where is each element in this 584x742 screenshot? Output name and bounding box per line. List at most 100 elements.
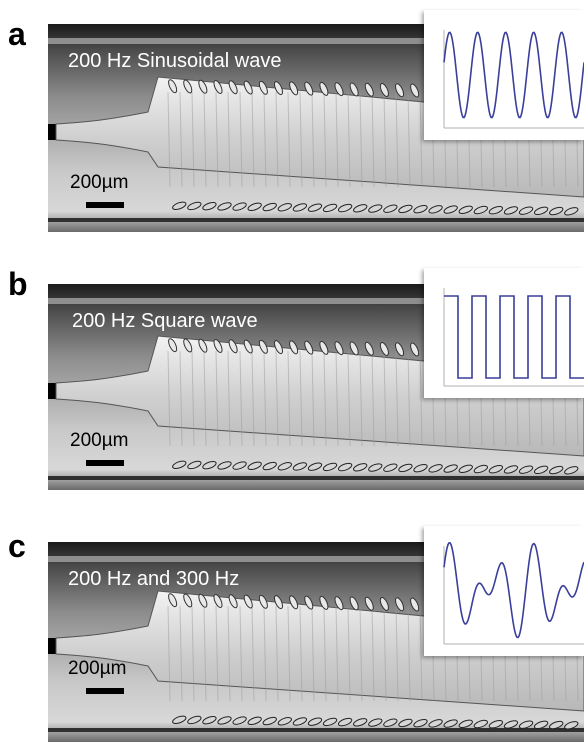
satellite-droplet (379, 83, 389, 97)
satellite-droplet (202, 201, 217, 211)
waveform-plot-c (443, 541, 584, 645)
satellite-droplet (488, 465, 504, 474)
satellite-droplet (398, 463, 413, 473)
satellite-droplet (533, 465, 549, 475)
satellite-droplet (518, 206, 534, 215)
satellite-droplet (428, 464, 443, 473)
satellite-droplet (198, 79, 208, 94)
satellite-droplet (187, 201, 202, 211)
satellite-droplet (232, 202, 247, 211)
satellite-droplet (243, 339, 253, 354)
satellite-droplet (334, 596, 344, 611)
satellite-droplet (518, 720, 534, 729)
satellite-droplet (473, 464, 488, 474)
satellite-droplet (228, 80, 238, 95)
panel-a-letter: a (8, 16, 26, 52)
satellite-droplet (443, 464, 458, 473)
satellite-droplet (398, 204, 413, 214)
satellite-droplet (304, 81, 314, 96)
satellite-droplet (564, 466, 579, 475)
panel-b-scale-label: 200µm (70, 430, 129, 451)
satellite-droplet (198, 338, 208, 353)
satellite-droplet (322, 717, 338, 727)
satellite-droplet (488, 720, 504, 729)
satellite-droplet (172, 715, 187, 724)
panel-a-scale-label: 200µm (70, 172, 129, 193)
satellite-droplet (533, 206, 549, 216)
satellite-droplet (262, 202, 277, 212)
waveform-inset-b (424, 268, 584, 398)
satellite-droplet (458, 464, 473, 473)
satellite-droplet (379, 597, 389, 611)
satellite-droplet (443, 719, 458, 728)
satellite-droplet (232, 716, 247, 725)
satellite-droplet (289, 340, 299, 355)
channel-wall-bottom (48, 476, 584, 480)
satellite-droplet (319, 81, 329, 96)
satellite-droplet (262, 716, 277, 726)
satellite-droplet (458, 205, 473, 214)
satellite-droplet (549, 465, 564, 475)
satellite-droplet (228, 594, 238, 609)
satellite-droplet (277, 462, 292, 471)
satellite-droplet (533, 720, 549, 730)
waveform-plot-a (443, 30, 584, 129)
satellite-droplet (383, 463, 398, 472)
satellite-droplet (213, 80, 223, 94)
satellite-droplet (217, 716, 232, 725)
panel-a-scale-bar (86, 202, 124, 208)
satellite-droplet (247, 461, 262, 471)
satellite-droplet (503, 465, 519, 474)
satellite-droplet (334, 341, 344, 356)
satellite-droplet (258, 80, 268, 95)
satellite-droplet (243, 594, 253, 609)
satellite-droplet (334, 82, 344, 97)
satellite-droplet (368, 718, 383, 727)
waveform-plot-b (443, 288, 584, 387)
satellite-droplet (273, 81, 284, 96)
channel-wall-bottom (48, 218, 584, 222)
satellite-droplet (289, 81, 299, 96)
satellite-droplet (273, 340, 284, 355)
satellite-droplet (518, 465, 534, 474)
satellite-droplet (213, 594, 223, 608)
satellite-droplet (443, 205, 458, 214)
panel-c-caption: 200 Hz and 300 Hz (68, 568, 240, 590)
satellite-droplet (413, 204, 428, 214)
satellite-droplet (353, 718, 368, 727)
satellite-droplet (307, 717, 323, 726)
satellite-droplet (172, 460, 187, 469)
satellite-droplet (319, 340, 329, 355)
satellite-droplet (428, 719, 443, 728)
satellite-droplet (564, 207, 579, 216)
satellite-droplet (395, 597, 405, 612)
satellite-droplet (277, 717, 292, 726)
satellite-droplet (289, 595, 299, 610)
channel-wall-top (48, 298, 584, 304)
satellite-droplet (410, 597, 420, 612)
satellite-droplet (473, 205, 488, 215)
satellite-droplet (368, 463, 383, 472)
satellite-droplet (292, 203, 308, 212)
satellite-droplet (364, 596, 374, 611)
satellite-droplet (395, 83, 405, 98)
waveform-line (444, 295, 584, 379)
waveform-line (443, 541, 584, 639)
satellite-droplet (564, 721, 579, 730)
channel-wall-top (48, 38, 584, 44)
satellite-droplet (398, 718, 413, 728)
satellite-droplet (292, 462, 308, 471)
satellite-droplet (364, 341, 374, 356)
satellite-droplet (549, 206, 564, 216)
satellite-droplet (349, 341, 359, 356)
satellite-droplet (258, 594, 268, 609)
satellite-droplet (168, 593, 178, 608)
satellite-droplet (322, 203, 338, 213)
satellite-droplet (349, 596, 359, 611)
satellite-droplet (187, 715, 202, 725)
satellite-droplet (488, 206, 504, 215)
satellite-droplet (183, 593, 193, 608)
satellite-droplet (319, 595, 329, 610)
satellite-droplet (473, 719, 488, 729)
satellite-droplet (383, 718, 398, 727)
